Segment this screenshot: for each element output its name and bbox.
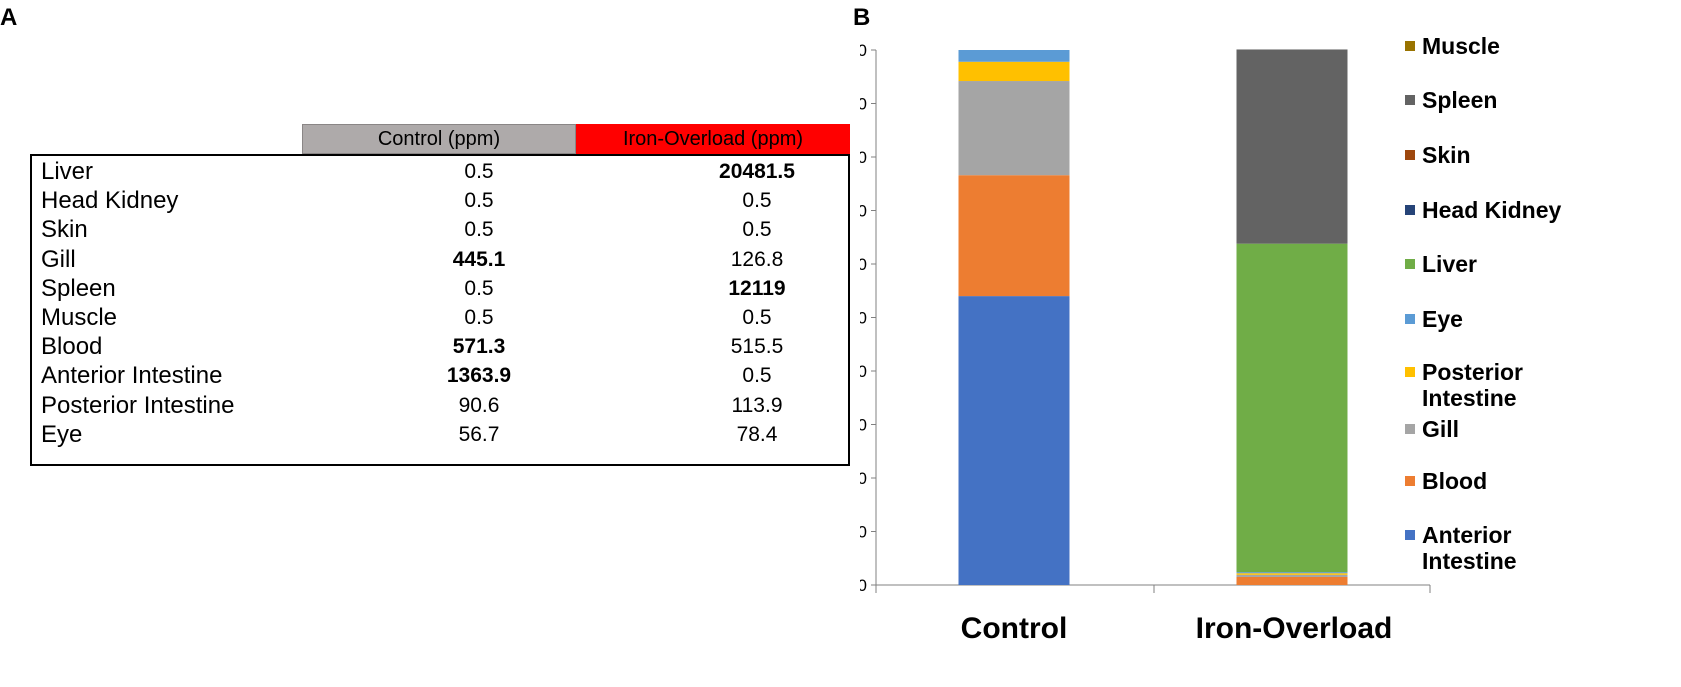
y-tick-label: 50 — [860, 309, 867, 328]
control-value: 571.3 — [452, 335, 506, 359]
table-row: Eye 56.7 78.4 — [32, 419, 848, 450]
bar-segment-spleen — [1236, 49, 1348, 244]
iron-overload-column-header: Iron-Overload (ppm) — [576, 124, 850, 154]
tissue-label: Liver — [41, 158, 94, 185]
bar-segment-gill — [958, 81, 1070, 176]
table-row: Liver 0.5 20481.5 — [32, 156, 848, 187]
tissue-label: Head Kidney — [41, 187, 179, 215]
control-value: 445.1 — [452, 247, 506, 271]
legend-label: Skin — [1422, 142, 1471, 168]
iron-overload-value: 78.4 — [736, 422, 778, 446]
bar-segment-anterior-intestine — [958, 296, 1070, 585]
y-tick-label: 40 — [860, 362, 867, 381]
legend-label: Eye — [1422, 306, 1463, 332]
bar-segment-blood — [958, 175, 1070, 297]
table-row: Skin 0.5 0.5 — [32, 214, 848, 245]
y-tick-label: 70 — [860, 202, 867, 221]
tissue-label: Posterior Intestine — [41, 391, 235, 419]
legend-label: Liver — [1422, 251, 1477, 277]
x-category-label: Iron-Overload — [1196, 612, 1393, 645]
control-value: 90.6 — [458, 393, 500, 417]
table-row: Head Kidney 0.5 0.5 — [32, 185, 848, 216]
iron-overload-value: 0.5 — [742, 189, 772, 213]
legend-label: Intestine — [1422, 385, 1517, 411]
table-row: Posterior Intestine 90.6 113.9 — [32, 390, 848, 421]
bar-segment-eye — [1236, 572, 1348, 574]
legend-swatch-gill — [1405, 424, 1415, 434]
x-category-label: Control — [961, 612, 1068, 645]
bar-segment-posterior-intestine — [1236, 573, 1348, 575]
legend-label: Posterior — [1422, 359, 1523, 385]
iron-overload-value: 113.9 — [731, 393, 783, 417]
iron-overload-value: 0.5 — [742, 218, 772, 242]
legend-swatch-skin — [1405, 150, 1415, 160]
legend-label: Gill — [1422, 416, 1459, 442]
tissue-label: Skin — [41, 216, 88, 244]
bar-segment-gill — [1236, 574, 1348, 577]
control-value: 0.5 — [464, 276, 494, 300]
bar-segment-blood — [1236, 576, 1348, 585]
control-value: 56.7 — [458, 422, 500, 446]
iron-concentration-table: Liver 0.5 20481.5 Head Kidney 0.5 0.5 Skin 0.5 0… — [30, 154, 850, 466]
table-row: Spleen 0.5 12119 — [32, 273, 848, 304]
tissue-label: Spleen — [41, 274, 116, 302]
legend-swatch-spleen — [1405, 95, 1415, 105]
iron-overload-value: 0.5 — [742, 306, 772, 329]
legend-label: Spleen — [1422, 87, 1497, 113]
y-tick-label: 60 — [860, 255, 867, 274]
y-tick-label: 10 — [860, 523, 867, 542]
panel-b-label: B — [853, 4, 871, 31]
legend-swatch-eye — [1405, 314, 1415, 324]
bar-segment-liver — [1236, 243, 1348, 573]
control-column-header: Control (ppm) — [302, 124, 576, 154]
table-row: Gill 445.1 126.8 — [32, 244, 848, 275]
legend-label: Muscle — [1422, 33, 1500, 59]
bar-segment-posterior-intestine — [958, 61, 1070, 82]
y-tick-label: 90 — [860, 95, 867, 114]
control-value: 0.5 — [464, 306, 494, 329]
legend-swatch-posterior-intestine — [1405, 367, 1415, 377]
control-value: 1363.9 — [446, 364, 512, 388]
legend-swatch-blood — [1405, 476, 1415, 486]
tissue-label: Anterior Intestine — [41, 362, 223, 390]
table-row: Anterior Intestine 1363.9 0.5 — [32, 360, 848, 391]
bar-segment-eye — [958, 50, 1070, 62]
y-tick-label: 20 — [860, 469, 867, 488]
y-tick-label: 80 — [860, 148, 867, 167]
legend-swatch-head-kidney — [1405, 205, 1415, 215]
tissue-label: Gill — [41, 245, 76, 273]
legend-label: Anterior — [1422, 522, 1512, 548]
control-value: 0.5 — [464, 218, 494, 242]
iron-overload-value: 126.8 — [730, 247, 784, 271]
y-tick-label: 30 — [860, 416, 867, 435]
control-value: 0.5 — [464, 160, 494, 183]
legend-swatch-liver — [1405, 259, 1415, 269]
legend-swatch-anterior-intestine — [1405, 530, 1415, 540]
legend-label: Blood — [1422, 468, 1487, 494]
legend-label: Head Kidney — [1422, 197, 1562, 223]
control-value: 0.5 — [464, 189, 494, 213]
tissue-label: Muscle — [41, 304, 118, 331]
iron-overload-value: 515.5 — [730, 335, 784, 359]
y-tick-label: 100 — [860, 41, 867, 60]
tissue-label: Eye — [41, 420, 83, 448]
table-row: Blood 571.3 515.5 — [32, 331, 848, 362]
iron-overload-value: 12119 — [728, 276, 786, 300]
y-tick-label: 0 — [860, 576, 867, 595]
stacked-bar-chart: 0 10 20 30 40 50 60 70 80 90 100 Control Iron-Overlo… — [860, 33, 1562, 645]
tissue-label: Blood — [41, 333, 103, 361]
legend-swatch-muscle — [1405, 41, 1415, 51]
table-row: Muscle 0.5 0.5 — [32, 302, 848, 333]
iron-overload-value: 20481.5 — [719, 160, 795, 183]
legend-label: Intestine — [1422, 548, 1517, 574]
iron-overload-value: 0.5 — [742, 364, 772, 388]
panel-a-label: A — [0, 4, 18, 31]
